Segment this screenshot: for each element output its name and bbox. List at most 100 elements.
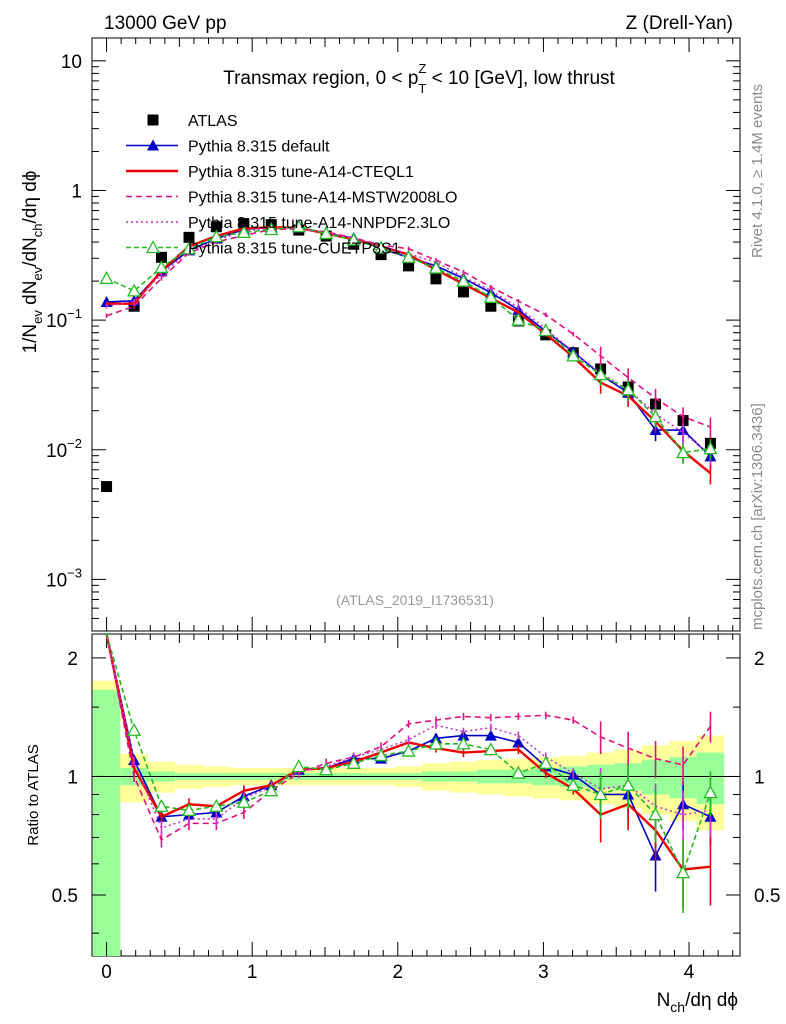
series-marker [703, 441, 718, 455]
ratio-tick-label-right: 1 [754, 767, 765, 788]
series-marker [264, 222, 279, 236]
atlas-data-point [155, 251, 167, 263]
y-axis-label: 1/Nev dNev/dNch/dη dϕ [20, 171, 45, 354]
ratio-tick-label-right: 0.5 [754, 886, 780, 907]
series-marker [566, 348, 581, 362]
series-marker [483, 289, 498, 303]
atlas-data-point [485, 300, 497, 312]
ratio-marker [373, 748, 389, 762]
atlas-data-point [210, 221, 222, 233]
series-marker [621, 382, 636, 396]
atlas-data-point [457, 286, 469, 298]
atlas-data-point [183, 231, 195, 243]
y-tick-label: 10−2 [46, 436, 82, 462]
ratio-marker [456, 736, 471, 750]
ratio-series [105, 633, 718, 914]
ratio-marker [512, 736, 525, 748]
ratio-marker [538, 755, 553, 769]
legend-label: Pythia 8.315 tune-CUETP8S1 [188, 241, 401, 258]
series-marker [675, 445, 691, 459]
ratio-line [105, 633, 711, 829]
y-tick-label: 10 [61, 52, 82, 73]
atlas-data-point [430, 273, 442, 285]
series-marker [538, 323, 553, 337]
ratio-marker [484, 729, 497, 741]
rivet-label: Rivet 4.1.0, ≥ 1.4M events [749, 84, 766, 258]
ratio-tick-label-right: 2 [754, 649, 765, 670]
stat-uncertainty-band [92, 689, 121, 956]
series-marker [319, 226, 334, 240]
x-tick-label: 3 [538, 962, 549, 983]
mcplots-label: mcplots.cern.ch [arXiv:1306.3436] [749, 403, 766, 630]
series-marker [428, 260, 444, 274]
series-marker [456, 273, 471, 287]
x-tick-label: 0 [101, 962, 112, 983]
ratio-marker [401, 743, 416, 757]
main-panel-frame [91, 37, 741, 632]
ratio-marker [483, 742, 498, 756]
atlas-data-point [101, 481, 113, 493]
series-marker [401, 249, 416, 263]
y-tick-label: 10−1 [46, 306, 82, 332]
legend-label: ATLAS [188, 113, 238, 130]
chart-title: Transmax region, 0 < pZ T < 10 [GeV], low… [223, 61, 615, 96]
series-line [106, 225, 711, 454]
y-tick-label: 10−3 [46, 565, 82, 591]
ratio-marker [675, 865, 691, 879]
ratio-tick-label: 2 [67, 649, 78, 670]
ratio-marker [428, 736, 444, 750]
ratio-tick-label: 0.5 [52, 886, 78, 907]
x-axis-label: Nch/dη dϕ [657, 990, 738, 1015]
ratio-y-axis-label: Ratio to ATLAS [25, 744, 42, 845]
y-tick-label: 1 [71, 181, 82, 202]
series-marker [181, 241, 197, 255]
ratio-marker [264, 783, 279, 797]
ratio-marker [621, 777, 636, 791]
legend-label: Pythia 8.315 tune-A14-MSTW2008LO [188, 190, 457, 207]
ratio-marker [291, 759, 306, 773]
ratio-marker [566, 777, 581, 791]
legend: ATLAS Pythia 8.315 default Pythia 8.315 tu… [126, 113, 457, 258]
axis-ticks: 0 1 2 3 4 10 1 10−1 10−2 10−3 0.5 0.5 1 1 2 2 [46, 38, 780, 983]
series-marker [126, 283, 142, 297]
ratio-marker [126, 722, 142, 736]
process-label: Z (Drell-Yan) [626, 13, 733, 34]
atlas-data-point [375, 249, 387, 261]
series-line [106, 227, 711, 456]
x-tick-label: 1 [247, 962, 258, 983]
ratio-tick-label: 1 [67, 767, 78, 788]
series-marker [373, 240, 389, 254]
series-marker [99, 270, 114, 284]
legend-marker [147, 139, 159, 151]
series-marker [209, 229, 224, 243]
analysis-watermark: (ATLAS_2019_I1736531) [336, 592, 494, 608]
ratio-marker [346, 755, 361, 769]
legend-marker [145, 240, 161, 254]
series-marker [154, 260, 169, 274]
ratio-marker [319, 762, 334, 776]
ratio-marker [593, 787, 608, 801]
ratio-marker [648, 807, 663, 821]
legend-marker [147, 114, 159, 126]
ratio-marker [181, 803, 197, 817]
series-marker [236, 225, 251, 239]
series-marker [648, 409, 663, 423]
ratio-marker [209, 798, 224, 812]
x-tick-label: 4 [684, 962, 695, 983]
main-series [99, 218, 718, 493]
series-marker [346, 232, 361, 246]
atlas-data-point [403, 260, 415, 272]
legend-label: Pythia 8.315 default [188, 139, 330, 156]
series-marker [291, 219, 306, 233]
ratio-panel-frame [91, 633, 741, 957]
series-marker [511, 312, 526, 326]
ratio-marker [154, 798, 169, 812]
legend-label: Pythia 8.315 tune-A14-CTEQL1 [188, 164, 414, 181]
ratio-marker [236, 794, 251, 808]
energy-label: 13000 GeV pp [104, 13, 227, 34]
x-tick-label: 2 [393, 962, 404, 983]
ratio-marker [703, 785, 718, 799]
legend-label: Pythia 8.315 tune-A14-NNPDF2.3LO [188, 215, 450, 232]
ratio-marker [511, 765, 526, 779]
